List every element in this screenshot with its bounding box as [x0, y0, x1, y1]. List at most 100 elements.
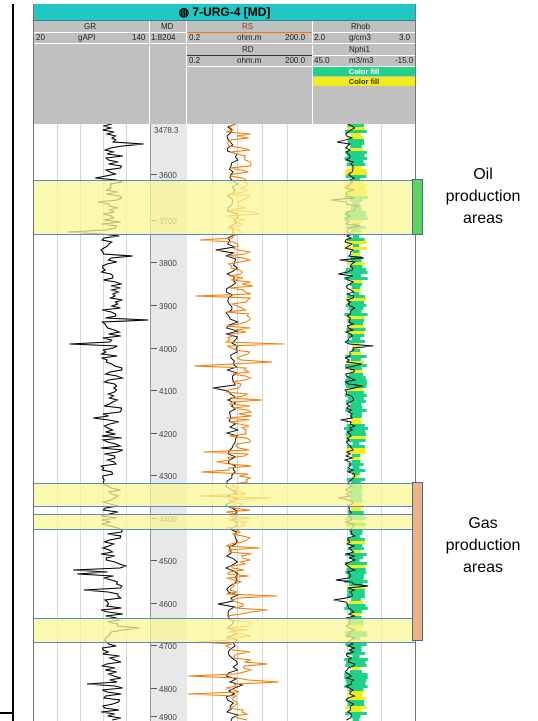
- porosity-fill-segment: [347, 334, 365, 337]
- gr-unit: gAPI: [78, 33, 96, 42]
- porosity-fill-segment: [348, 331, 364, 334]
- log-title: 7-URG-4 [MD]: [192, 5, 271, 19]
- rd-min: 0.2: [189, 56, 201, 65]
- md-tick-label: 4800: [159, 685, 177, 694]
- rs-max: 200.0: [285, 33, 306, 42]
- porosity-fill-segment: [346, 163, 366, 166]
- porosity-fill-segment: [348, 391, 365, 394]
- porosity-fill-segment: [346, 595, 365, 598]
- porosity-fill-segment: [351, 550, 361, 553]
- porosity-fill-segment: [350, 610, 362, 613]
- gas-annotation-line2: production: [445, 537, 521, 554]
- porosity-fill-segment: [351, 286, 361, 289]
- porosity-fill-segment: [345, 643, 367, 646]
- rs-curve-name: RS: [242, 22, 254, 31]
- porosity-fill-segment: [350, 310, 362, 313]
- porosity-fill-segment: [347, 538, 365, 541]
- porosity-fill-segment: [348, 397, 364, 400]
- porosity-fill-segment: [346, 424, 365, 427]
- oil-annotation-line3: areas: [462, 210, 504, 227]
- md-tick-label: 3800: [159, 259, 177, 268]
- porosity-fill-segment: [347, 703, 365, 706]
- porosity-fill-segment: [349, 406, 363, 409]
- oil-annotation-line2: production: [445, 188, 521, 205]
- porosity-fill-segment: [346, 469, 366, 472]
- porosity-fill-segment: [349, 544, 363, 547]
- rs-min: 0.2: [189, 33, 201, 42]
- md-top-label: 3478.3: [154, 126, 179, 135]
- porosity-fill-segment: [345, 679, 367, 682]
- porosity-fill-segment: [350, 649, 362, 652]
- porosity-fill-segment: [345, 553, 367, 556]
- porosity-fill-segment: [348, 373, 363, 376]
- porosity-fill-segment: [348, 388, 364, 391]
- porosity-fill-segment: [345, 172, 367, 175]
- rhob-max: 3.0: [399, 33, 411, 42]
- porosity-fill-segment: [350, 613, 362, 616]
- porosity-header: Rhob 2.0 g/cm3 3.0 Nphi1 45.0 m3/m3 -15.…: [313, 21, 415, 124]
- porosity-fill-segment: [352, 466, 360, 469]
- md-scale: 1:8204: [151, 33, 176, 42]
- porosity-fill-segment: [347, 154, 365, 157]
- porosity-fill-segment: [345, 712, 367, 715]
- porosity-fill-segment: [351, 598, 361, 601]
- porosity-fill-segment: [346, 682, 366, 685]
- porosity-fill-segment: [352, 667, 360, 670]
- oil-annotation-line1: Oil: [473, 166, 493, 183]
- oil-production-bar: [412, 179, 423, 235]
- porosity-fill-segment: [345, 304, 367, 307]
- porosity-fill-segment: [347, 361, 365, 364]
- porosity-fill-segment: [350, 166, 362, 169]
- rd-curve-name: RD: [242, 45, 254, 54]
- rd-unit: ohm.m: [237, 56, 262, 65]
- md-tick-label: 4200: [159, 430, 177, 439]
- porosity-fill-segment: [345, 385, 367, 388]
- porosity-fill-segment: [347, 589, 365, 592]
- porosity-fill-segment: [344, 607, 368, 610]
- rhob-unit: g/cm3: [349, 33, 371, 42]
- porosity-fill-segment: [352, 457, 360, 460]
- gas-zone-highlight: [34, 618, 415, 643]
- porosity-fill-segment: [346, 568, 366, 571]
- porosity-fill-segment: [349, 283, 363, 286]
- md-tick-label: 4700: [159, 642, 177, 651]
- color-fill-legend-2: Color fill: [313, 77, 415, 86]
- md-curve-name: MD: [161, 22, 174, 31]
- porosity-fill-segment: [350, 412, 362, 415]
- porosity-fill-segment: [348, 511, 364, 514]
- porosity-fill-segment: [346, 376, 366, 379]
- porosity-fill-segment: [345, 151, 367, 154]
- porosity-fill-segment: [344, 673, 368, 676]
- porosity-fill-segment: [349, 256, 363, 259]
- porosity-fill-segment: [347, 295, 365, 298]
- porosity-fill-segment: [351, 349, 361, 352]
- porosity-fill-segment: [352, 235, 360, 238]
- porosity-fill-segment: [348, 556, 364, 559]
- porosity-fill-segment: [351, 358, 361, 361]
- porosity-fill-segment: [351, 337, 361, 340]
- porosity-fill-segment: [352, 475, 360, 478]
- porosity-fill-segment: [344, 427, 368, 430]
- porosity-fill-segment: [346, 436, 366, 439]
- rhob-curve-name: Rhob: [351, 22, 371, 31]
- md-tick-label: 4600: [159, 600, 177, 609]
- porosity-fill-segment: [347, 574, 364, 577]
- gr-curve-name: GR: [84, 22, 96, 31]
- porosity-fill-segment: [352, 718, 360, 721]
- porosity-fill-segment: [350, 370, 362, 373]
- porosity-fill-segment: [346, 652, 366, 655]
- gr-max: 140: [132, 33, 146, 42]
- gas-annotation-line1: Gas: [468, 515, 498, 532]
- porosity-fill-segment: [345, 175, 367, 178]
- rhob-min: 2.0: [314, 33, 326, 42]
- porosity-fill-segment: [349, 280, 363, 283]
- porosity-fill-segment: [346, 430, 366, 433]
- porosity-fill-segment: [344, 658, 368, 661]
- porosity-fill-segment: [344, 157, 368, 160]
- nphi-unit: m3/m3: [349, 56, 374, 65]
- porosity-fill-segment: [344, 382, 368, 385]
- porosity-fill-segment: [350, 367, 362, 370]
- porosity-fill-segment: [345, 268, 367, 271]
- porosity-fill-segment: [345, 247, 367, 250]
- porosity-fill-segment: [351, 289, 361, 292]
